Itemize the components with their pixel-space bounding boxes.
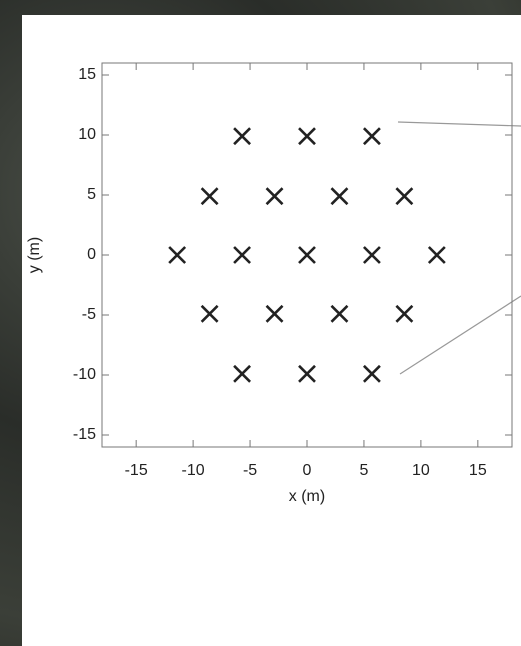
x-tick-label: -15 — [125, 462, 148, 479]
x-axis-label: x (m) — [289, 488, 325, 505]
point — [233, 127, 252, 146]
x-tick-label: 10 — [412, 462, 430, 479]
point — [298, 246, 316, 264]
point — [362, 246, 381, 264]
point — [330, 187, 349, 206]
point — [362, 364, 381, 383]
y-tick-label: 0 — [87, 246, 96, 263]
y-tick-label: -15 — [73, 426, 96, 443]
y-tick-label: 5 — [87, 186, 96, 203]
point — [427, 246, 446, 264]
point — [233, 364, 252, 383]
x-tick-label: -5 — [243, 462, 257, 479]
point — [395, 304, 414, 323]
pointer-line — [399, 295, 521, 375]
point — [200, 187, 219, 206]
point — [200, 304, 219, 323]
point — [362, 127, 381, 146]
panel — [22, 15, 521, 646]
point — [168, 246, 187, 264]
y-tick-label: -10 — [73, 366, 96, 383]
x-tick-label: 5 — [359, 462, 368, 479]
point — [298, 364, 316, 383]
y-tick-label: 10 — [78, 126, 96, 143]
point — [330, 304, 349, 323]
y-tick-label: -5 — [82, 306, 96, 323]
x-tick-label: 15 — [469, 462, 487, 479]
x-tick-label: 0 — [303, 462, 312, 479]
y-tick-label: 15 — [78, 66, 96, 83]
point — [265, 304, 284, 323]
x-tick-label: -10 — [182, 462, 205, 479]
point — [395, 187, 414, 206]
pointer-line — [397, 121, 521, 127]
point — [265, 187, 284, 206]
point — [233, 246, 252, 264]
y-axis-label: y (m) — [26, 237, 43, 273]
point — [298, 127, 316, 146]
